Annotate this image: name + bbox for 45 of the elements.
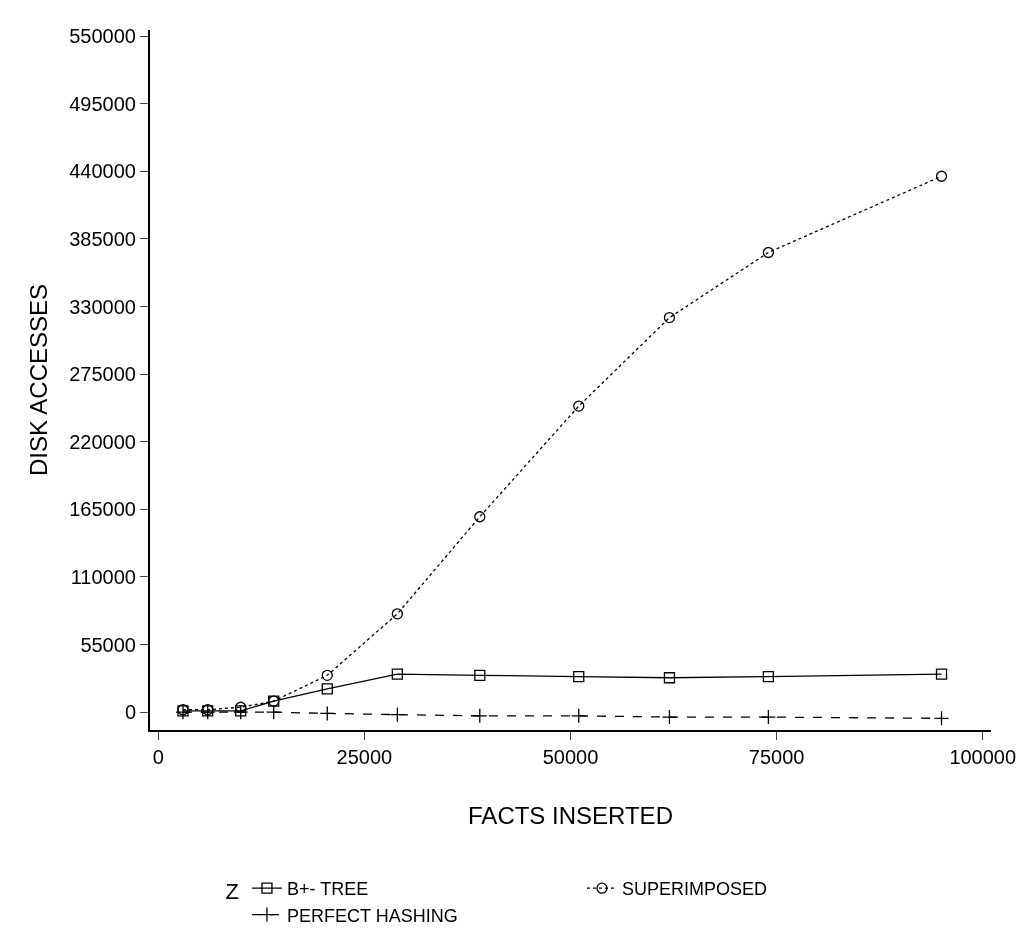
x-axis-title: FACTS INSERTED [468, 801, 673, 829]
legend-label: PERFECT HASHING [286, 905, 458, 926]
legend-title: Z [225, 878, 239, 904]
point [762, 670, 775, 683]
x-tick-label: 75000 [748, 746, 805, 768]
y-tick-label: 440000 [69, 160, 136, 183]
x-tick-label: 50000 [542, 746, 599, 768]
x-tick-label: 25000 [336, 746, 393, 768]
y-tick-label: 385000 [69, 227, 136, 250]
point [235, 701, 247, 713]
point [391, 668, 403, 680]
point [391, 608, 403, 620]
point [935, 668, 948, 680]
point [474, 511, 486, 523]
point [321, 683, 333, 695]
y-tick-label: 330000 [69, 295, 136, 318]
y-tick-label: 0 [124, 701, 136, 724]
point [319, 705, 335, 722]
y-tick-label: 495000 [69, 92, 136, 115]
point [663, 311, 676, 324]
point [472, 708, 488, 724]
point [661, 709, 678, 725]
point [760, 709, 777, 725]
point [933, 710, 950, 726]
point [762, 246, 775, 259]
point [935, 170, 948, 182]
point [266, 704, 282, 720]
point [571, 708, 587, 724]
point [573, 400, 585, 412]
point [389, 706, 405, 723]
y-tick-label: 275000 [69, 363, 136, 386]
point [663, 672, 676, 684]
x-tick-label: 100000 [949, 746, 1017, 768]
y-tick-label: 550000 [69, 25, 136, 48]
point [573, 670, 585, 683]
y-tick-label: 165000 [69, 498, 136, 521]
y-tick-label: 110000 [70, 565, 136, 588]
legend-label: SUPERIMPOSED [621, 879, 767, 900]
legend-label: B+- TREE [286, 879, 369, 900]
point [321, 669, 333, 681]
point [474, 669, 486, 681]
y-tick-label: 220000 [69, 430, 136, 453]
y-axis-title: DISK ACCESSES [24, 283, 52, 477]
x-tick-label: 0 [152, 746, 164, 768]
y-tick-label: 55000 [80, 633, 136, 656]
